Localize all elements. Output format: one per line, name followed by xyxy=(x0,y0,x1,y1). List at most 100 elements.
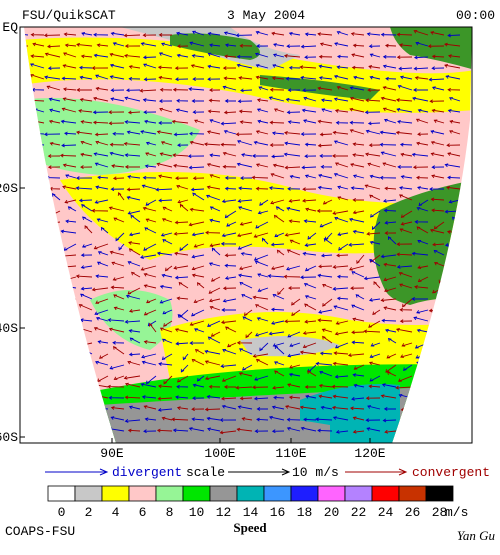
wind-vector xyxy=(174,328,189,333)
wind-vector xyxy=(256,98,269,103)
wind-vector xyxy=(177,44,189,49)
wind-vector xyxy=(241,153,253,157)
colorbar-label: 24 xyxy=(378,505,394,520)
wind-vector xyxy=(274,370,285,377)
wind-vector xyxy=(415,41,429,47)
wind-vector xyxy=(352,197,365,202)
wind-vector xyxy=(369,258,381,267)
wind-vector xyxy=(194,119,205,124)
wind-vector xyxy=(222,164,237,169)
wind-vector xyxy=(304,154,317,159)
wind-vector xyxy=(128,65,141,69)
wind-vector xyxy=(128,309,141,313)
wind-vector xyxy=(446,185,461,190)
wind-vector xyxy=(107,318,125,323)
wind-vector xyxy=(271,265,285,270)
wind-vector xyxy=(333,140,349,146)
wind-vector xyxy=(352,373,365,377)
wind-vector xyxy=(124,120,141,124)
wind-vector xyxy=(417,132,429,137)
wind-vector xyxy=(349,129,365,135)
wind-vector xyxy=(112,276,125,281)
wind-vector xyxy=(237,140,253,146)
wind-vector xyxy=(124,44,141,48)
wind-vector xyxy=(379,175,397,180)
wind-vector xyxy=(158,121,173,125)
wind-vector xyxy=(245,331,253,339)
wind-vector xyxy=(399,75,413,80)
wind-vector xyxy=(236,54,253,59)
wind-vector xyxy=(161,42,173,47)
colorbar-box xyxy=(182,485,211,502)
wind-vector xyxy=(126,196,141,201)
wind-vector xyxy=(110,406,125,410)
speed-field xyxy=(90,290,173,350)
wind-vector xyxy=(368,143,381,148)
wind-vector xyxy=(93,53,109,58)
wind-vector xyxy=(320,164,333,169)
wind-vector xyxy=(428,77,445,82)
latitude-labels: EQ 20S 40S 60S xyxy=(0,20,25,445)
wind-vector xyxy=(142,98,157,102)
wind-vector xyxy=(174,275,189,280)
wind-vector xyxy=(288,219,301,224)
wind-vector xyxy=(288,65,301,70)
wind-vector xyxy=(284,232,301,237)
wind-vector xyxy=(92,120,109,125)
wind-vector xyxy=(128,241,141,245)
wind-vector xyxy=(113,306,125,311)
wind-vector xyxy=(238,273,253,278)
wind-vector xyxy=(289,174,301,179)
wind-vector xyxy=(384,231,397,235)
wind-vector xyxy=(273,214,285,223)
wind-vector xyxy=(368,320,381,328)
wind-vector xyxy=(141,360,157,366)
wind-vector xyxy=(273,108,285,113)
wind-vector xyxy=(242,316,253,322)
colorbar-box xyxy=(74,485,103,502)
wind-vector xyxy=(160,141,173,146)
wind-vector xyxy=(332,394,349,399)
wind-vector xyxy=(192,110,205,115)
wind-vector xyxy=(64,131,77,136)
wind-vector xyxy=(96,261,109,267)
wind-vector xyxy=(447,54,461,59)
wind-vector xyxy=(95,360,109,366)
wind-vector xyxy=(161,416,173,421)
wind-vector xyxy=(238,206,253,212)
wind-vector xyxy=(356,254,365,265)
wind-vector xyxy=(285,76,301,81)
wind-vector xyxy=(286,265,301,271)
wind-vector xyxy=(172,87,189,92)
wind-vector xyxy=(24,32,29,36)
wind-vector xyxy=(179,203,189,212)
wind-vector xyxy=(158,362,173,366)
wind-vector xyxy=(336,65,349,70)
wind-vector xyxy=(252,295,269,300)
wind-vector xyxy=(367,121,381,126)
wind-vector xyxy=(110,97,125,102)
wind-vector xyxy=(188,87,205,91)
wind-vector xyxy=(349,217,365,223)
wind-vector xyxy=(191,232,205,237)
wind-vector xyxy=(352,43,365,48)
wind-vector xyxy=(126,130,141,135)
wind-vector xyxy=(319,132,333,137)
wind-vector xyxy=(433,221,445,230)
wind-vector xyxy=(243,309,253,317)
wind-vector xyxy=(144,417,157,422)
wind-vector xyxy=(303,96,317,102)
wind-vector xyxy=(382,418,397,423)
wind-vector xyxy=(164,265,173,272)
wind-vector xyxy=(95,74,109,80)
wind-vector xyxy=(383,306,397,311)
wind-vector xyxy=(222,85,237,91)
wind-vector xyxy=(76,130,93,135)
wind-vector xyxy=(110,88,125,93)
wind-vector xyxy=(124,53,141,58)
wind-vector xyxy=(112,131,125,136)
wind-vector xyxy=(337,185,349,190)
wind-vector xyxy=(191,254,205,259)
wind-vector xyxy=(158,32,173,37)
wind-vector xyxy=(334,331,349,336)
